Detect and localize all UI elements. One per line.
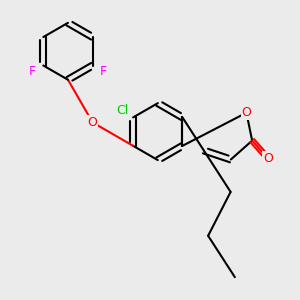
- Text: O: O: [263, 152, 273, 165]
- Text: F: F: [29, 65, 36, 78]
- Text: Cl: Cl: [116, 104, 128, 118]
- Text: O: O: [242, 106, 251, 119]
- Text: O: O: [88, 116, 98, 129]
- Text: F: F: [100, 65, 107, 78]
